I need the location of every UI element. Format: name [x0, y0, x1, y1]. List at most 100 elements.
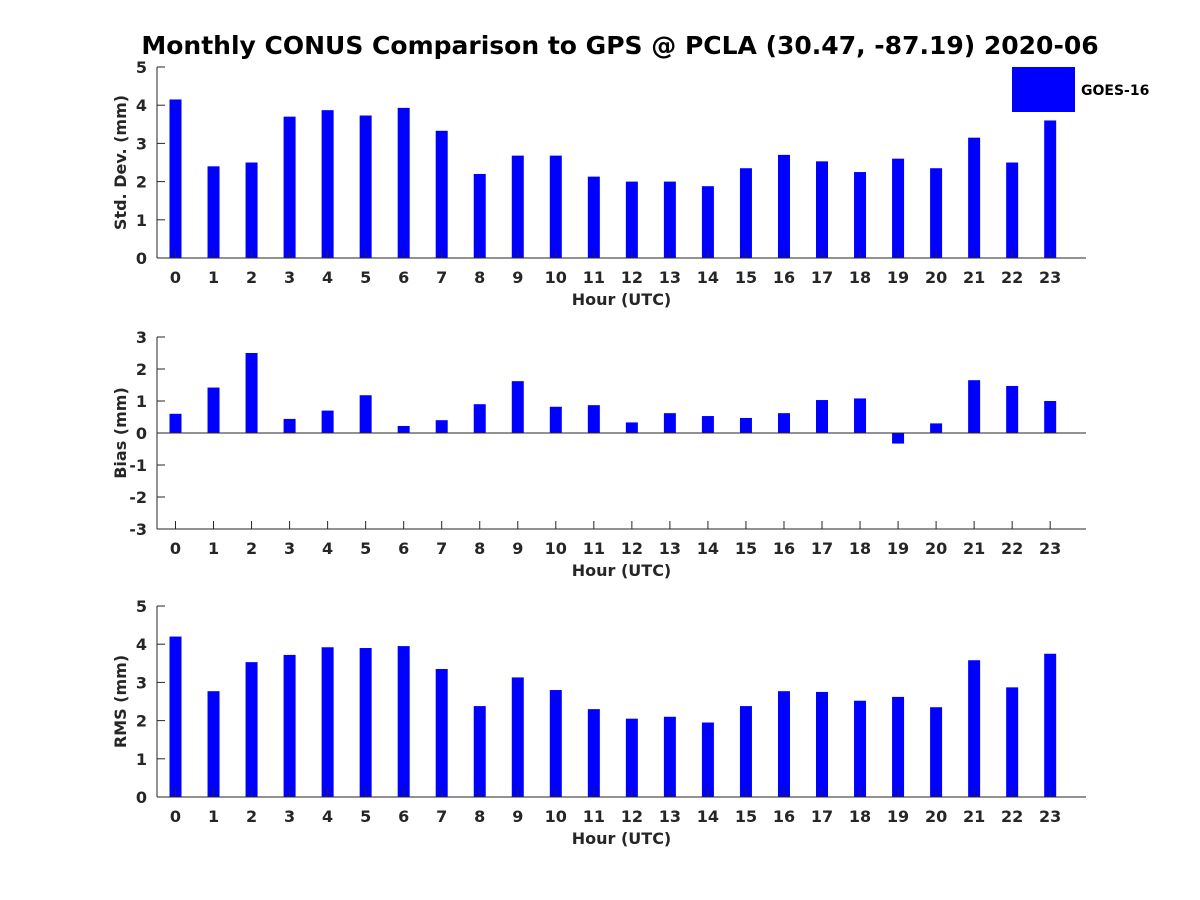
rms-bar-hour-0: [169, 636, 182, 797]
rms-bar-hour-6: [397, 646, 410, 797]
x-tick-label: 6: [398, 268, 409, 287]
x-tick-label: 2: [246, 807, 257, 826]
std-dev-bar-hour-15: [739, 168, 752, 258]
rms-bar-hour-21: [968, 660, 981, 797]
rms-bar-hour-14: [701, 722, 714, 797]
y-tick-label: -2: [129, 488, 147, 507]
x-tick-label: 5: [360, 539, 371, 558]
x-tick-label: 1: [208, 268, 219, 287]
bias-bar-hour-20: [930, 423, 943, 433]
bias-bar-hour-18: [854, 398, 867, 433]
std-dev-bar-hour-0: [169, 99, 182, 258]
x-tick-label: 3: [284, 268, 295, 287]
x-tick-label: 22: [1001, 539, 1023, 558]
x-tick-label: 0: [170, 268, 181, 287]
x-tick-label: 20: [925, 539, 947, 558]
x-tick-label: 4: [322, 539, 333, 558]
y-tick-label: 4: [136, 96, 147, 115]
rms-bar-hour-4: [321, 647, 334, 797]
y-tick-label: 0: [136, 424, 147, 443]
x-tick-label: 7: [436, 539, 447, 558]
bias-y-axis-label: Bias (mm): [111, 387, 130, 479]
rms-bar-hour-11: [587, 709, 600, 797]
std-dev-bar-hour-12: [625, 181, 638, 258]
x-tick-label: 0: [170, 539, 181, 558]
x-tick-label: 1: [208, 539, 219, 558]
std-dev-bar-hour-21: [968, 137, 981, 258]
y-tick-label: 1: [136, 750, 147, 769]
x-tick-label: 1: [208, 807, 219, 826]
std-dev-bar-hour-17: [816, 161, 829, 258]
x-tick-label: 21: [963, 268, 985, 287]
x-tick-label: 17: [811, 268, 833, 287]
x-tick-label: 23: [1039, 268, 1061, 287]
x-tick-label: 23: [1039, 539, 1061, 558]
x-tick-label: 13: [659, 539, 681, 558]
bias-bar-hour-16: [777, 413, 790, 433]
y-tick-label: -3: [129, 520, 147, 539]
y-tick-label: -1: [129, 456, 147, 475]
bias-bar-hour-14: [701, 416, 714, 433]
x-tick-label: 16: [773, 807, 795, 826]
x-tick-label: 21: [963, 539, 985, 558]
x-tick-label: 20: [925, 807, 947, 826]
x-tick-label: 17: [811, 807, 833, 826]
y-tick-label: 5: [136, 597, 147, 616]
std-dev-bar-hour-3: [283, 116, 296, 258]
x-tick-label: 14: [697, 807, 719, 826]
x-tick-label: 12: [621, 539, 643, 558]
x-tick-label: 21: [963, 807, 985, 826]
std-dev-bar-hour-18: [854, 172, 867, 258]
x-tick-label: 16: [773, 268, 795, 287]
x-tick-label: 22: [1001, 807, 1023, 826]
x-tick-label: 18: [849, 807, 871, 826]
rms-bar-hour-20: [930, 707, 943, 797]
x-tick-label: 19: [887, 807, 909, 826]
bias-bar-hour-21: [968, 380, 981, 433]
x-tick-label: 7: [436, 268, 447, 287]
std-dev-bar-hour-7: [435, 130, 448, 258]
std-dev-bar-hour-22: [1006, 162, 1019, 258]
x-tick-label: 5: [360, 268, 371, 287]
x-tick-label: 13: [659, 807, 681, 826]
x-tick-label: 19: [887, 539, 909, 558]
rms-bar-hour-18: [854, 700, 867, 797]
rms-bar-hour-8: [473, 706, 486, 797]
bias-bar-hour-12: [625, 422, 638, 433]
y-tick-label: 0: [136, 249, 147, 268]
bias-bar-hour-17: [816, 400, 829, 433]
std-dev-bar-hour-11: [587, 176, 600, 258]
rms-bar-hour-10: [549, 690, 562, 797]
y-tick-label: 1: [136, 211, 147, 230]
x-tick-label: 6: [398, 807, 409, 826]
bias-bar-hour-6: [397, 425, 410, 433]
x-tick-label: 22: [1001, 268, 1023, 287]
y-tick-label: 4: [136, 635, 147, 654]
x-tick-label: 8: [474, 807, 485, 826]
bias-x-axis-label: Hour (UTC): [572, 561, 672, 580]
rms-bar-hour-17: [816, 691, 829, 797]
bias-bar-hour-22: [1006, 385, 1019, 433]
bias-bar-hour-13: [663, 413, 676, 433]
std-dev-bar-hour-16: [777, 154, 790, 258]
x-tick-label: 10: [545, 539, 567, 558]
x-tick-label: 18: [849, 539, 871, 558]
bias-bar-hour-9: [511, 381, 524, 433]
bias-bar-hour-15: [739, 417, 752, 433]
std-dev-bar-hour-1: [207, 166, 220, 258]
bias-bar-hour-10: [549, 406, 562, 433]
x-tick-label: 15: [735, 268, 757, 287]
std-dev-y-axis-label: Std. Dev. (mm): [111, 95, 130, 230]
x-tick-label: 20: [925, 268, 947, 287]
std-dev-x-axis-label: Hour (UTC): [572, 290, 672, 309]
bias-bar-hour-7: [435, 420, 448, 433]
x-tick-label: 19: [887, 268, 909, 287]
bias-bar-hour-11: [587, 405, 600, 433]
rms-bar-hour-9: [511, 677, 524, 797]
x-tick-label: 9: [512, 539, 523, 558]
x-tick-label: 18: [849, 268, 871, 287]
y-tick-label: 2: [136, 360, 147, 379]
rms-bar-hour-23: [1044, 653, 1057, 797]
y-tick-label: 2: [136, 173, 147, 192]
